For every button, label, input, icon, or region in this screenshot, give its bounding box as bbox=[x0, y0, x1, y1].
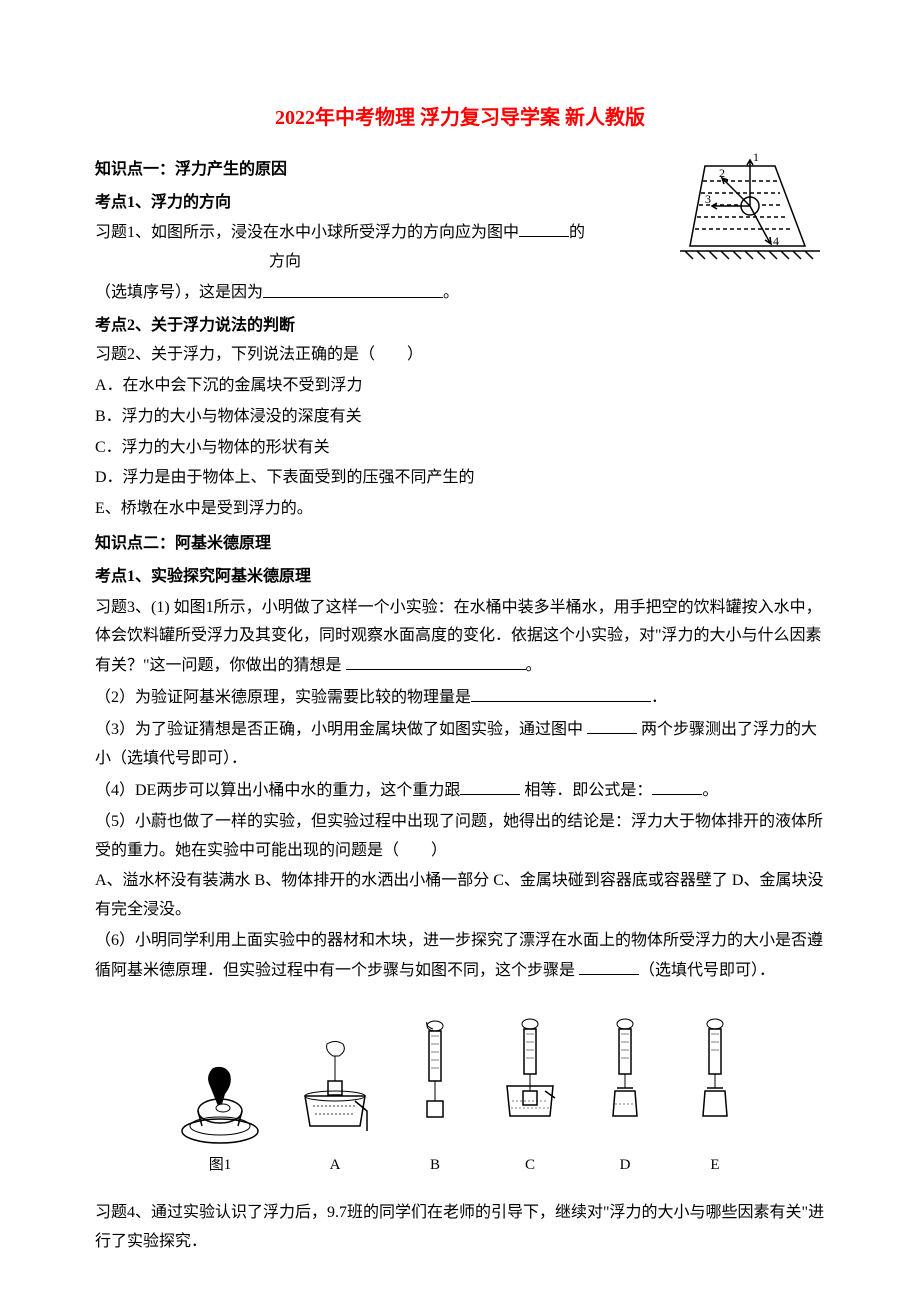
q4: 习题4、通过实验认识了浮力后，9.7班的同学们在老师的引导下，继续对"浮力的大小… bbox=[95, 1199, 825, 1257]
figure-a: A bbox=[295, 1036, 375, 1179]
figure-b-label: B bbox=[430, 1152, 440, 1179]
q3-p1: 习题3、(1) 如图1所示，小明做了这样一个小实验：在水桶中装多半桶水，用手把空… bbox=[95, 594, 825, 682]
q3-p3-pre: （3）为了验证猜想是否正确，小明用金属块做了如图实验，通过图中 bbox=[95, 721, 587, 738]
figure-1: 图1 bbox=[175, 1056, 265, 1179]
figure-1-label: 图1 bbox=[209, 1152, 232, 1179]
arrow-label-1: 1 bbox=[753, 151, 759, 164]
diagram-figure: 1 2 3 4 bbox=[675, 151, 825, 282]
figure-e-label: E bbox=[710, 1152, 719, 1179]
blank bbox=[652, 776, 702, 795]
q3-p4-post: 。 bbox=[702, 782, 718, 799]
blank bbox=[460, 776, 520, 795]
figure-d: D bbox=[595, 1016, 655, 1179]
blank bbox=[587, 715, 637, 734]
blank bbox=[579, 956, 639, 975]
kp2-sub1: 考点1、实验探究阿基米德原理 bbox=[95, 563, 825, 592]
blank bbox=[471, 683, 651, 702]
figure-a-label: A bbox=[330, 1152, 341, 1179]
q2-d: D．浮力是由于物体上、下表面受到的压强不同产生的 bbox=[95, 464, 825, 493]
q3-p4: （4）DE两步可以算出小桶中水的重力，这个重力跟 相等．即公式是： 。 bbox=[95, 776, 825, 806]
q2-stem: 习题2、关于浮力，下列说法正确的是（ ） bbox=[95, 341, 825, 370]
q1-line2-post: 。 bbox=[443, 285, 459, 302]
q1-text-mid: 的 bbox=[569, 224, 585, 241]
q3-p2-post: ． bbox=[651, 689, 667, 706]
kp1-sub2: 考点2、关于浮力说法的判断 bbox=[95, 312, 825, 341]
arrow-label-2: 2 bbox=[719, 166, 725, 180]
q3-p5-opts: A、溢水杯没有装满水 B、物体排开的水洒出小桶一部分 C、金属块碰到容器底或容器… bbox=[95, 867, 825, 925]
blank bbox=[519, 218, 569, 237]
q1-line2-pre: （选填序号），这是因为 bbox=[95, 285, 263, 302]
q3-p4-pre: （4）DE两步可以算出小桶中水的重力，这个重力跟 bbox=[95, 782, 460, 799]
q1-text-pre: 习题1、如图所示，浸没在水中小球所受浮力的方向应为图中 bbox=[95, 224, 519, 241]
q3-p1-post: 。 bbox=[526, 657, 542, 674]
q3-p6-post: （选填代号即可）． bbox=[639, 962, 775, 979]
q2-c: C．浮力的大小与物体的形状有关 bbox=[95, 434, 825, 463]
figure-c-label: C bbox=[525, 1152, 535, 1179]
figure-e: E bbox=[685, 1016, 745, 1179]
figure-c: C bbox=[495, 1016, 565, 1179]
q3-p5: （5）小蔚也做了一样的实验，但实验过程中出现了问题，她得出的结论是：浮力大于物体… bbox=[95, 808, 825, 866]
kp2-heading: 知识点二：阿基米德原理 bbox=[95, 530, 825, 559]
q1-text-tail: 方向 bbox=[269, 253, 301, 270]
page-title: 2022年中考物理 浮力复习导学案 新人教版 bbox=[95, 100, 825, 136]
figure-b: B bbox=[405, 1016, 465, 1179]
arrow-label-3: 3 bbox=[705, 192, 711, 206]
blank bbox=[263, 278, 443, 297]
q3-p2-pre: （2）为验证阿基米德原理，实验需要比较的物理量是 bbox=[95, 689, 471, 706]
q2-e: E、桥墩在水中是受到浮力的。 bbox=[95, 495, 825, 524]
q1-line2: （选填序号），这是因为 。 bbox=[95, 278, 825, 308]
q2-b: B．浮力的大小与物体浸没的深度有关 bbox=[95, 403, 825, 432]
experiment-figures: 图1 A B bbox=[95, 1016, 825, 1179]
q3-p3: （3）为了验证猜想是否正确，小明用金属块做了如图实验，通过图中 两个步骤测出了浮… bbox=[95, 715, 825, 774]
blank bbox=[346, 651, 526, 670]
arrow-label-4: 4 bbox=[773, 234, 779, 248]
q2-a: A．在水中会下沉的金属块不受到浮力 bbox=[95, 372, 825, 401]
q3-p4-mid: 相等．即公式是： bbox=[520, 782, 652, 799]
q3-p6: （6）小明同学利用上面实验中的器材和木块，进一步探究了漂浮在水面上的物体所受浮力… bbox=[95, 927, 825, 986]
figure-d-label: D bbox=[620, 1152, 631, 1179]
q3-p2: （2）为验证阿基米德原理，实验需要比较的物理量是 ． bbox=[95, 683, 825, 713]
